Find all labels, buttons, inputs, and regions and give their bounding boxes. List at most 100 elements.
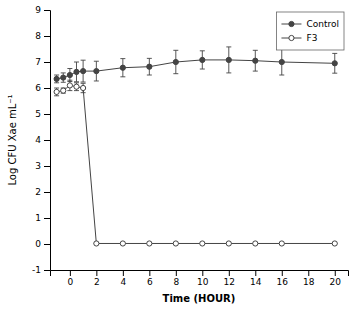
tick-label: 5 xyxy=(35,109,41,119)
tick-label: 14 xyxy=(250,277,262,287)
line xyxy=(57,60,335,79)
tick-mark xyxy=(202,270,203,276)
marker xyxy=(120,241,125,246)
tick-mark xyxy=(96,270,97,276)
legend-frame xyxy=(276,12,344,50)
tick-label: 7 xyxy=(35,57,41,67)
marker xyxy=(94,69,99,74)
error-bar xyxy=(54,75,59,83)
tick-label: 8 xyxy=(35,31,41,41)
marker xyxy=(81,85,86,90)
marker xyxy=(147,64,152,69)
tick: 18 xyxy=(303,270,315,287)
tick: 6 xyxy=(35,83,50,93)
tick-label: 9 xyxy=(35,5,41,15)
marker xyxy=(279,241,284,246)
legend-marker xyxy=(289,21,294,26)
marker xyxy=(253,58,258,63)
tick-label: 20 xyxy=(330,277,342,287)
tick: 2 xyxy=(35,187,50,197)
error-bar xyxy=(120,59,125,77)
legend-label: F3 xyxy=(306,33,317,43)
tick-mark xyxy=(335,270,336,276)
error-bar xyxy=(173,50,178,73)
tick-mark xyxy=(44,192,50,193)
series xyxy=(54,47,337,83)
marker xyxy=(332,241,337,246)
tick-mark xyxy=(44,114,50,115)
x-axis-title: Time (HOUR) xyxy=(163,293,236,304)
axis-line xyxy=(44,11,51,271)
tick-label: 1 xyxy=(35,213,41,223)
error-bar xyxy=(226,47,231,73)
error-bar xyxy=(74,62,79,82)
tick: 8 xyxy=(35,31,50,41)
error-bar xyxy=(200,51,205,69)
tick-mark xyxy=(229,270,230,276)
marker xyxy=(74,84,79,89)
marker xyxy=(332,61,337,66)
tick-mark xyxy=(255,270,256,276)
tick-label: 6 xyxy=(35,83,41,93)
error-bar xyxy=(67,80,72,90)
tick: 5 xyxy=(35,109,50,119)
tick-mark xyxy=(282,270,283,276)
y-axis-title: Log CFU Xae mL⁻¹ xyxy=(7,94,18,185)
tick-mark xyxy=(308,270,309,276)
axis-line xyxy=(51,271,349,277)
tick: 4 xyxy=(35,135,50,145)
marker xyxy=(74,69,79,74)
tick-mark xyxy=(123,270,124,276)
error-bar xyxy=(147,58,152,75)
tick: 14 xyxy=(250,270,262,287)
tick-label: 0 xyxy=(35,239,41,249)
tick-label: 0 xyxy=(67,277,73,287)
marker xyxy=(226,241,231,246)
tick-label: 4 xyxy=(35,135,41,145)
y-axis: -1 0 1 2 3 4 5 6 7 8 9 xyxy=(32,5,50,275)
tick-mark xyxy=(44,62,50,63)
marker xyxy=(253,241,258,246)
line xyxy=(57,85,335,243)
plot-area: 02468101214161820-10123456789Time (HOUR)… xyxy=(7,5,349,304)
tick: 9 xyxy=(35,5,50,15)
marker xyxy=(200,57,205,62)
error-bar xyxy=(54,88,59,96)
tick-label: 3 xyxy=(35,161,41,171)
series-group xyxy=(54,47,337,246)
x-axis: 02468101214161820 xyxy=(51,270,349,287)
legend-item: Control xyxy=(281,19,339,29)
tick-label: 8 xyxy=(173,277,179,287)
tick-label: 2 xyxy=(35,187,41,197)
tick: 0 xyxy=(35,239,50,249)
error-bar xyxy=(253,50,258,71)
tick-label: 6 xyxy=(147,277,153,287)
series xyxy=(54,80,337,246)
error-bar xyxy=(74,83,79,91)
tick: 3 xyxy=(35,161,50,171)
tick-mark xyxy=(44,166,50,167)
error-bar xyxy=(67,69,72,82)
marker xyxy=(279,59,284,64)
error-bar xyxy=(61,73,66,82)
marker xyxy=(226,57,231,62)
tick-mark xyxy=(149,270,150,276)
marker xyxy=(61,75,66,80)
legend-marker xyxy=(289,35,294,40)
legend-item: F3 xyxy=(281,33,317,43)
marker xyxy=(147,241,152,246)
chart: 02468101214161820-10123456789Time (HOUR)… xyxy=(0,0,360,310)
tick-mark xyxy=(44,36,50,37)
marker xyxy=(94,241,99,246)
tick: -1 xyxy=(32,265,50,275)
tick-mark xyxy=(44,140,50,141)
tick-label: 16 xyxy=(277,277,289,287)
marker xyxy=(120,65,125,70)
error-bar xyxy=(61,88,66,93)
error-bar xyxy=(279,49,284,75)
tick: 2 xyxy=(94,270,100,287)
marker xyxy=(173,59,178,64)
tick: 20 xyxy=(330,270,342,287)
marker xyxy=(67,83,72,88)
tick-label: 4 xyxy=(120,277,126,287)
